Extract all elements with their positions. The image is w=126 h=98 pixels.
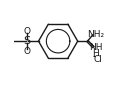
Text: O: O bbox=[24, 47, 31, 56]
Text: NH₂: NH₂ bbox=[87, 30, 104, 39]
Text: H: H bbox=[92, 49, 99, 58]
Text: S: S bbox=[24, 36, 31, 46]
Text: Cl: Cl bbox=[93, 55, 102, 64]
Text: NH: NH bbox=[89, 43, 102, 52]
Text: O: O bbox=[24, 27, 31, 36]
